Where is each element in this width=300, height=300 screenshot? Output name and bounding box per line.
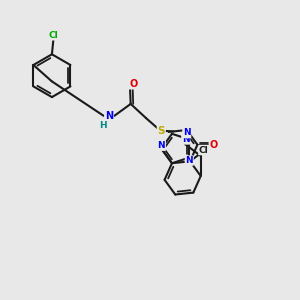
Text: H: H [99,121,106,130]
Text: N: N [105,111,113,121]
Text: O: O [210,140,218,150]
Text: O: O [130,79,138,89]
Text: N: N [182,135,190,144]
Text: N: N [183,128,190,137]
Text: N: N [185,156,193,165]
Text: N: N [158,141,165,150]
Text: Cl: Cl [49,31,58,40]
Text: Cl: Cl [199,146,208,154]
Text: S: S [158,126,165,136]
Text: N: N [158,141,165,150]
